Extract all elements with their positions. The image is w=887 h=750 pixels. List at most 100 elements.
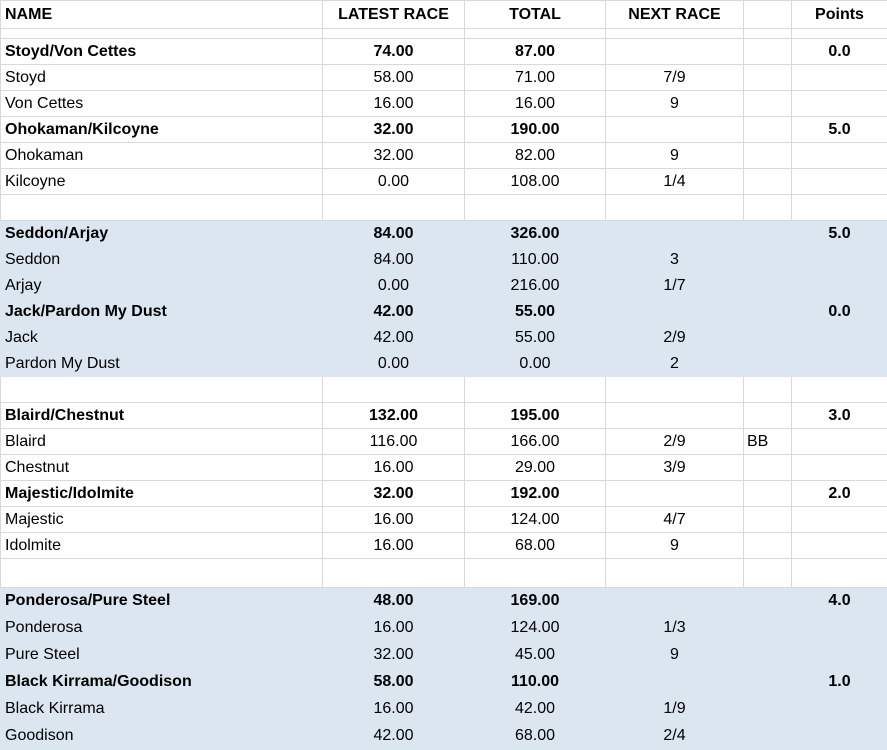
points-cell[interactable] xyxy=(791,64,887,91)
points-cell[interactable] xyxy=(791,506,887,533)
empty-cell[interactable] xyxy=(322,558,465,588)
next-race-cell[interactable]: 1/7 xyxy=(605,272,744,299)
latest-race-cell[interactable]: 16.00 xyxy=(322,454,465,481)
total-cell[interactable]: 166.00 xyxy=(464,428,606,455)
extra-cell[interactable] xyxy=(743,480,792,507)
next-race-cell[interactable]: 9 xyxy=(605,532,744,559)
total-cell[interactable]: 87.00 xyxy=(464,38,606,65)
next-race-cell[interactable] xyxy=(605,668,744,696)
latest-race-cell[interactable]: 16.00 xyxy=(322,614,465,642)
header-total[interactable]: TOTAL xyxy=(464,0,606,29)
total-cell[interactable]: 68.00 xyxy=(464,532,606,559)
next-race-cell[interactable] xyxy=(605,402,744,429)
latest-race-cell[interactable]: 84.00 xyxy=(322,220,465,247)
name-cell[interactable]: Black Kirrama xyxy=(0,695,323,723)
total-cell[interactable]: 68.00 xyxy=(464,722,606,750)
points-cell[interactable] xyxy=(791,722,887,750)
extra-cell[interactable]: BB xyxy=(743,428,792,455)
next-race-cell[interactable]: 3 xyxy=(605,246,744,273)
total-cell[interactable]: 124.00 xyxy=(464,506,606,533)
total-cell[interactable]: 29.00 xyxy=(464,454,606,481)
next-race-cell[interactable]: 1/9 xyxy=(605,695,744,723)
name-cell[interactable]: Ponderosa/Pure Steel xyxy=(0,587,323,615)
name-cell[interactable]: Stoyd/Von Cettes xyxy=(0,38,323,65)
extra-cell[interactable] xyxy=(743,587,792,615)
latest-race-cell[interactable]: 32.00 xyxy=(322,641,465,669)
latest-race-cell[interactable]: 132.00 xyxy=(322,402,465,429)
points-cell[interactable] xyxy=(791,428,887,455)
name-cell[interactable]: Chestnut xyxy=(0,454,323,481)
total-cell[interactable]: 55.00 xyxy=(464,324,606,351)
empty-cell[interactable] xyxy=(0,376,323,403)
points-cell[interactable] xyxy=(791,695,887,723)
next-race-cell[interactable]: 1/4 xyxy=(605,168,744,195)
points-cell[interactable]: 0.0 xyxy=(791,38,887,65)
empty-cell[interactable] xyxy=(464,376,606,403)
next-race-cell[interactable] xyxy=(605,220,744,247)
name-cell[interactable]: Stoyd xyxy=(0,64,323,91)
latest-race-cell[interactable]: 0.00 xyxy=(322,168,465,195)
empty-cell[interactable] xyxy=(791,376,887,403)
name-cell[interactable]: Von Cettes xyxy=(0,90,323,117)
extra-cell[interactable] xyxy=(743,38,792,65)
empty-cell[interactable] xyxy=(0,194,323,221)
name-cell[interactable]: Seddon/Arjay xyxy=(0,220,323,247)
points-cell[interactable] xyxy=(791,142,887,169)
total-cell[interactable]: 16.00 xyxy=(464,90,606,117)
total-cell[interactable]: 192.00 xyxy=(464,480,606,507)
next-race-cell[interactable] xyxy=(605,116,744,143)
name-cell[interactable]: Majestic xyxy=(0,506,323,533)
header-extra[interactable] xyxy=(743,0,792,29)
next-race-cell[interactable]: 7/9 xyxy=(605,64,744,91)
next-race-cell[interactable]: 2/4 xyxy=(605,722,744,750)
points-cell[interactable] xyxy=(791,532,887,559)
header-name[interactable]: NAME xyxy=(0,0,323,29)
extra-cell[interactable] xyxy=(743,64,792,91)
extra-cell[interactable] xyxy=(743,246,792,273)
empty-cell[interactable] xyxy=(791,194,887,221)
latest-race-cell[interactable]: 116.00 xyxy=(322,428,465,455)
extra-cell[interactable] xyxy=(743,298,792,325)
next-race-cell[interactable]: 9 xyxy=(605,90,744,117)
latest-race-cell[interactable]: 0.00 xyxy=(322,272,465,299)
extra-cell[interactable] xyxy=(743,695,792,723)
cell[interactable] xyxy=(605,28,744,39)
latest-race-cell[interactable]: 84.00 xyxy=(322,246,465,273)
points-cell[interactable]: 0.0 xyxy=(791,298,887,325)
points-cell[interactable] xyxy=(791,168,887,195)
total-cell[interactable]: 326.00 xyxy=(464,220,606,247)
empty-cell[interactable] xyxy=(743,194,792,221)
latest-race-cell[interactable]: 42.00 xyxy=(322,324,465,351)
latest-race-cell[interactable]: 16.00 xyxy=(322,695,465,723)
total-cell[interactable]: 0.00 xyxy=(464,350,606,377)
empty-cell[interactable] xyxy=(743,558,792,588)
name-cell[interactable]: Arjay xyxy=(0,272,323,299)
name-cell[interactable]: Jack xyxy=(0,324,323,351)
total-cell[interactable]: 216.00 xyxy=(464,272,606,299)
points-cell[interactable] xyxy=(791,90,887,117)
name-cell[interactable]: Ohokaman xyxy=(0,142,323,169)
extra-cell[interactable] xyxy=(743,272,792,299)
header-latest-race[interactable]: LATEST RACE xyxy=(322,0,465,29)
extra-cell[interactable] xyxy=(743,722,792,750)
name-cell[interactable]: Pardon My Dust xyxy=(0,350,323,377)
points-cell[interactable] xyxy=(791,614,887,642)
latest-race-cell[interactable]: 32.00 xyxy=(322,142,465,169)
latest-race-cell[interactable]: 42.00 xyxy=(322,298,465,325)
extra-cell[interactable] xyxy=(743,116,792,143)
latest-race-cell[interactable]: 16.00 xyxy=(322,90,465,117)
extra-cell[interactable] xyxy=(743,168,792,195)
empty-cell[interactable] xyxy=(605,376,744,403)
name-cell[interactable]: Kilcoyne xyxy=(0,168,323,195)
empty-cell[interactable] xyxy=(743,376,792,403)
total-cell[interactable]: 55.00 xyxy=(464,298,606,325)
latest-race-cell[interactable]: 16.00 xyxy=(322,532,465,559)
points-cell[interactable]: 1.0 xyxy=(791,668,887,696)
latest-race-cell[interactable]: 58.00 xyxy=(322,668,465,696)
latest-race-cell[interactable]: 58.00 xyxy=(322,64,465,91)
latest-race-cell[interactable]: 0.00 xyxy=(322,350,465,377)
extra-cell[interactable] xyxy=(743,402,792,429)
next-race-cell[interactable]: 2/9 xyxy=(605,428,744,455)
points-cell[interactable] xyxy=(791,246,887,273)
points-cell[interactable] xyxy=(791,641,887,669)
